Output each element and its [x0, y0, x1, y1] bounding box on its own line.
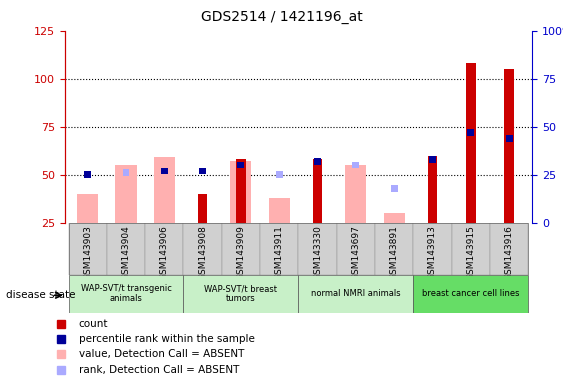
FancyBboxPatch shape [69, 275, 184, 313]
Bar [314, 158, 321, 165]
FancyBboxPatch shape [107, 223, 145, 275]
FancyBboxPatch shape [413, 275, 528, 313]
Bar [428, 156, 437, 223]
Bar [504, 69, 514, 223]
Text: GSM143891: GSM143891 [390, 225, 399, 280]
Bar [352, 162, 359, 169]
Text: GDS2514 / 1421196_at: GDS2514 / 1421196_at [200, 10, 363, 23]
FancyBboxPatch shape [490, 223, 528, 275]
Bar [154, 157, 175, 223]
Text: GSM143915: GSM143915 [466, 225, 475, 280]
FancyBboxPatch shape [337, 223, 375, 275]
Text: GSM143904: GSM143904 [122, 225, 131, 280]
FancyBboxPatch shape [184, 275, 298, 313]
Bar [276, 171, 283, 178]
Text: count: count [79, 319, 108, 329]
Bar [230, 161, 252, 223]
Bar [199, 167, 206, 174]
FancyBboxPatch shape [222, 223, 260, 275]
Bar [236, 159, 245, 223]
Text: GSM143908: GSM143908 [198, 225, 207, 280]
FancyBboxPatch shape [145, 223, 184, 275]
Bar [269, 198, 290, 223]
FancyBboxPatch shape [298, 223, 337, 275]
FancyBboxPatch shape [375, 223, 413, 275]
Bar [238, 162, 244, 169]
Bar [198, 194, 207, 223]
Bar [391, 185, 397, 192]
Bar [466, 63, 476, 223]
Text: WAP-SVT/t transgenic
animals: WAP-SVT/t transgenic animals [81, 284, 172, 303]
Text: value, Detection Call = ABSENT: value, Detection Call = ABSENT [79, 349, 244, 359]
Text: rank, Detection Call = ABSENT: rank, Detection Call = ABSENT [79, 365, 239, 375]
Text: WAP-SVT/t breast
tumors: WAP-SVT/t breast tumors [204, 284, 278, 303]
Bar [77, 194, 99, 223]
Text: GSM143916: GSM143916 [504, 225, 513, 280]
Text: GSM143906: GSM143906 [160, 225, 169, 280]
Bar [506, 135, 512, 142]
Text: GSM143911: GSM143911 [275, 225, 284, 280]
FancyBboxPatch shape [184, 223, 222, 275]
Bar [383, 213, 405, 223]
Text: GSM143913: GSM143913 [428, 225, 437, 280]
Text: GSM143903: GSM143903 [83, 225, 92, 280]
Text: disease state: disease state [6, 290, 75, 300]
FancyBboxPatch shape [260, 223, 298, 275]
FancyBboxPatch shape [69, 223, 107, 275]
Bar [123, 169, 129, 176]
Text: GSM143330: GSM143330 [313, 225, 322, 280]
Text: GSM143697: GSM143697 [351, 225, 360, 280]
Text: percentile rank within the sample: percentile rank within the sample [79, 334, 254, 344]
Bar [313, 159, 323, 223]
Bar [84, 171, 91, 178]
Bar [467, 129, 474, 136]
Bar [115, 165, 137, 223]
FancyBboxPatch shape [298, 275, 413, 313]
Text: breast cancer cell lines: breast cancer cell lines [422, 289, 520, 298]
FancyBboxPatch shape [413, 223, 452, 275]
Bar [345, 165, 367, 223]
FancyBboxPatch shape [452, 223, 490, 275]
Bar [429, 156, 436, 163]
Text: GSM143909: GSM143909 [236, 225, 245, 280]
Bar [161, 167, 168, 174]
Text: normal NMRI animals: normal NMRI animals [311, 289, 401, 298]
Bar [84, 171, 91, 178]
